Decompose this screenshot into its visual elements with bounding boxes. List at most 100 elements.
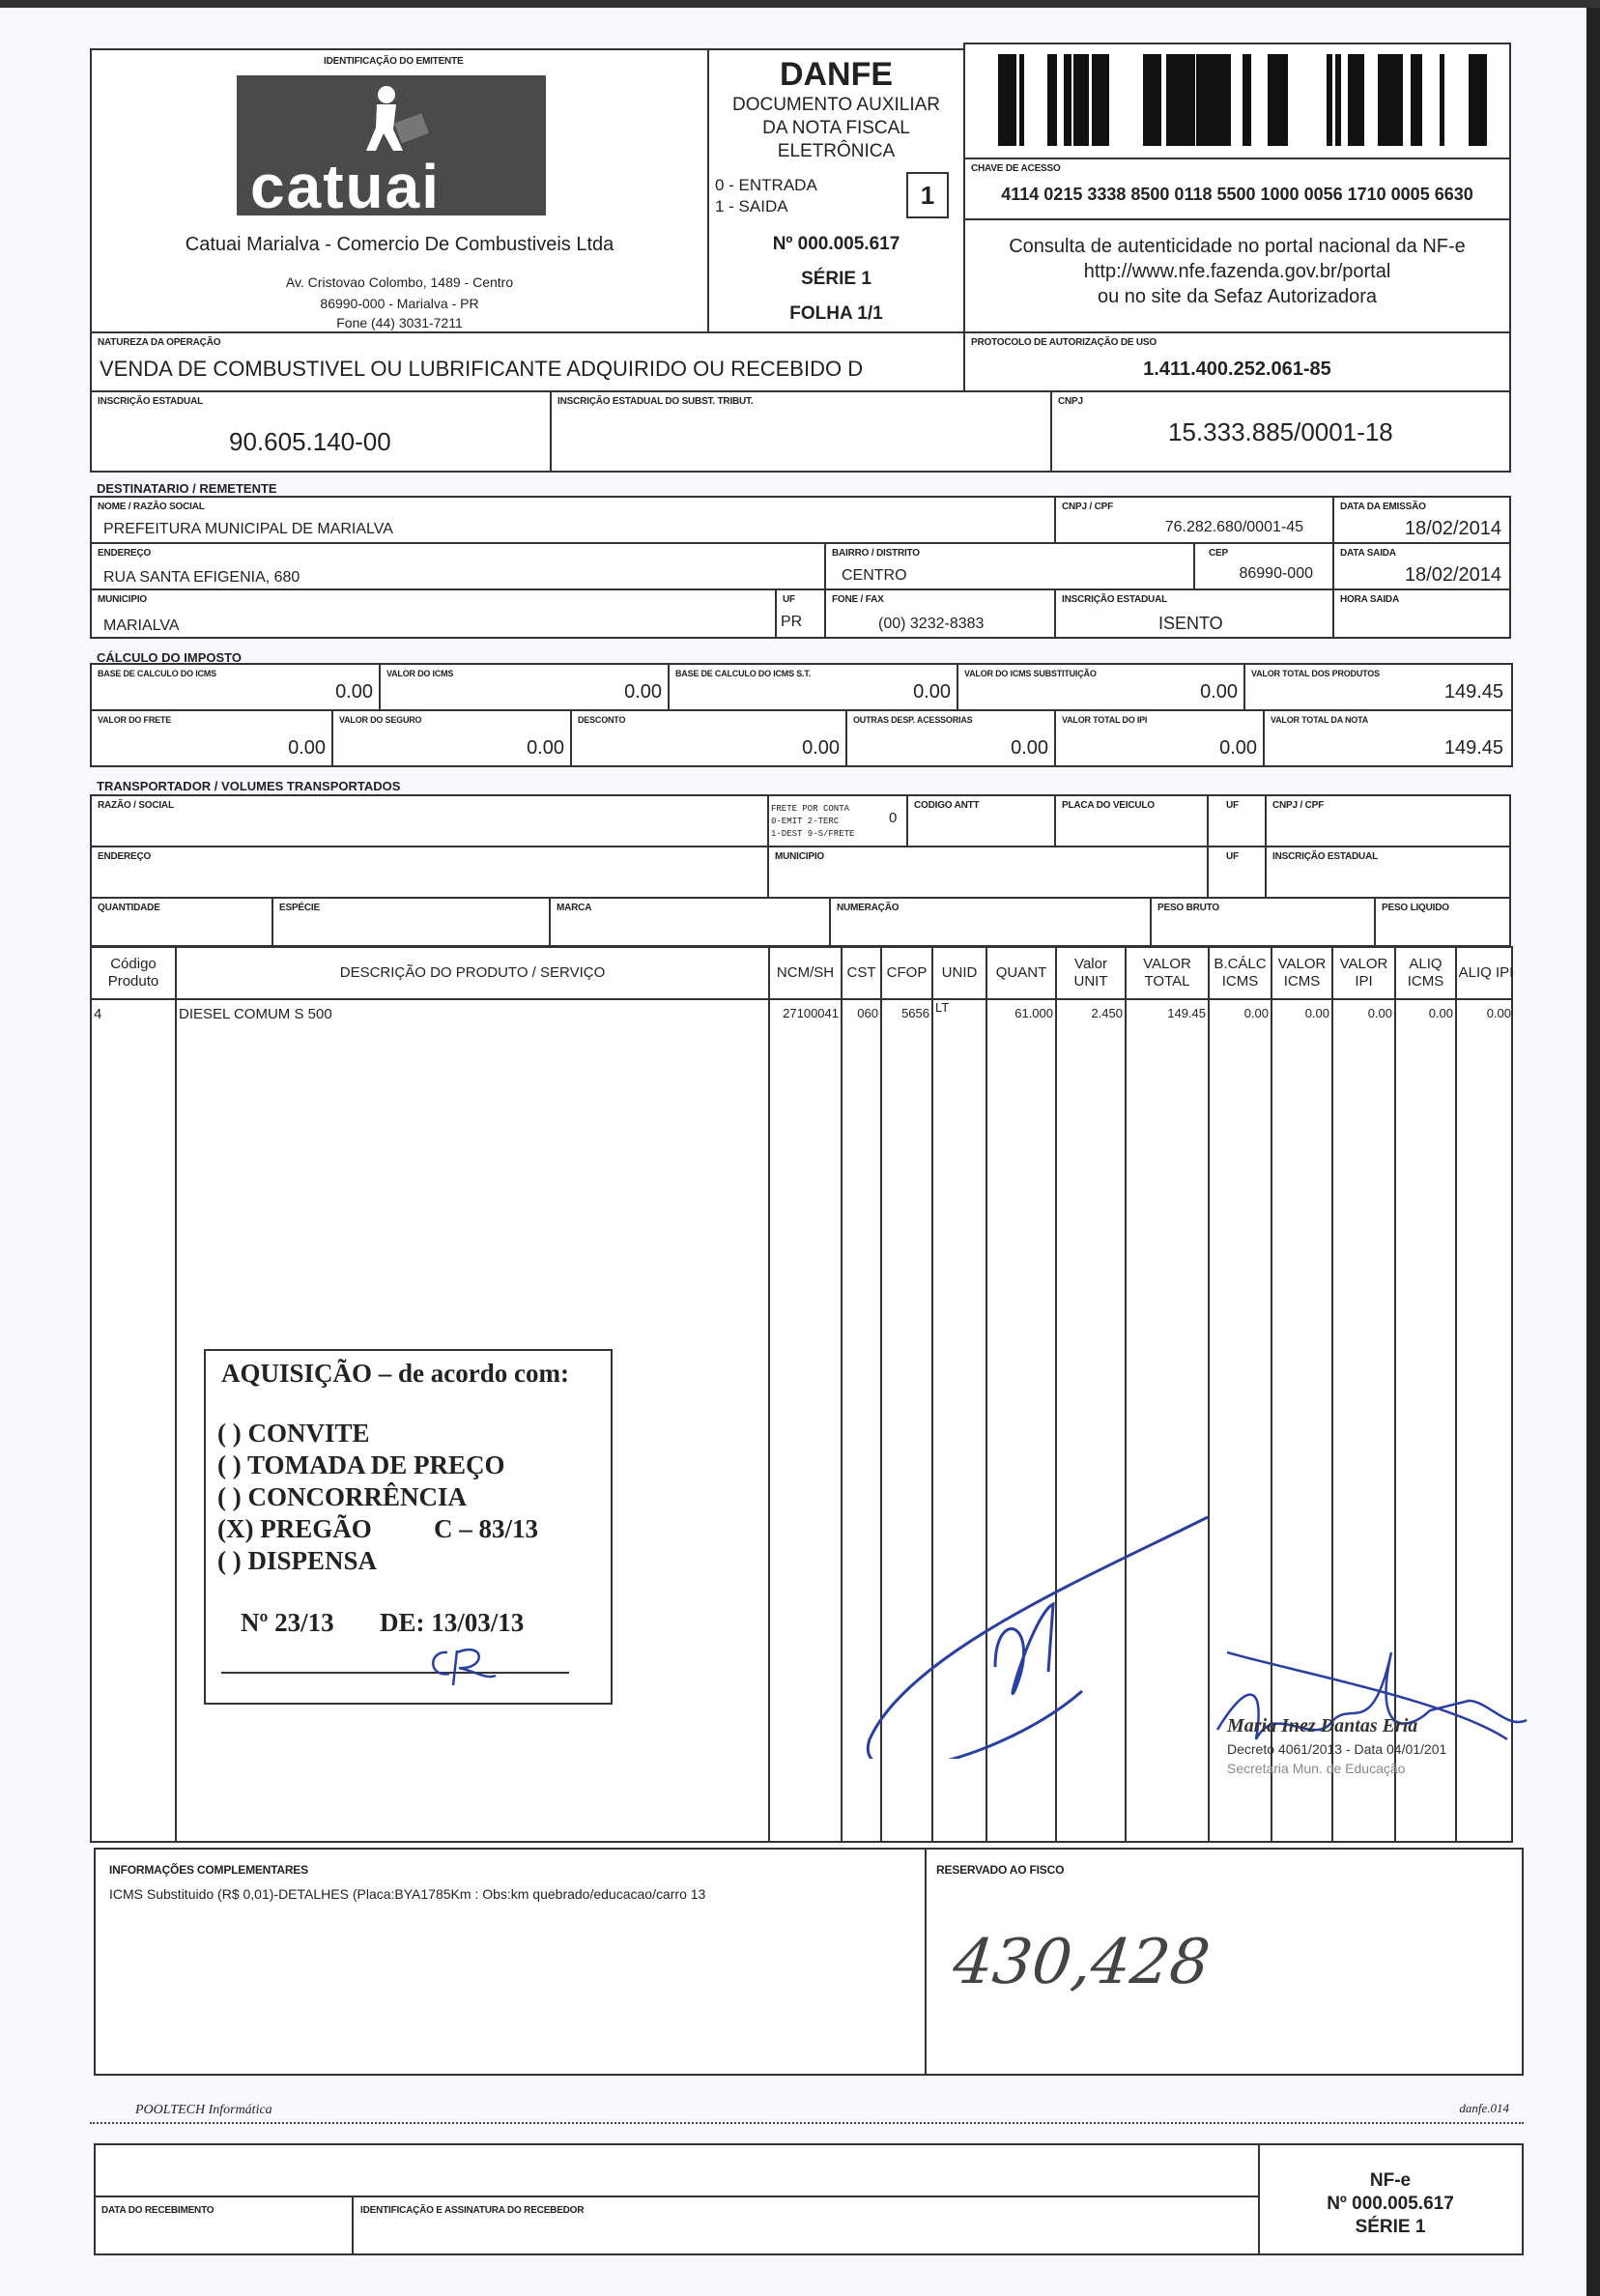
barcode-bar xyxy=(1149,54,1153,146)
barcode-bar xyxy=(1064,54,1068,146)
barcode-bar xyxy=(1085,54,1088,146)
imposto-value: 0.00 xyxy=(1011,737,1048,759)
imposto-value: 149.45 xyxy=(1443,737,1503,759)
barcode-bar xyxy=(1245,54,1249,146)
imposto-label: BASE DE CALCULO DO ICMS xyxy=(98,669,216,678)
barcode-bar xyxy=(1179,54,1182,146)
marca-box: MARCA xyxy=(549,897,831,947)
barcode-bar xyxy=(1003,54,1005,146)
uf-value: PR xyxy=(781,614,803,630)
saida-box: DATA SAIDA 18/02/2014 xyxy=(1332,542,1511,590)
column-divider xyxy=(1125,1000,1127,1843)
barcode-bar xyxy=(1185,54,1188,146)
acquisition-stamp: AQUISIÇÃO – de acordo com: ( ) CONVITE (… xyxy=(204,1349,613,1705)
table-cell: 0.00 xyxy=(1428,1006,1453,1020)
barcode xyxy=(998,54,1487,146)
table-cell: 27100041 xyxy=(783,1006,839,1020)
column-divider xyxy=(1331,1000,1333,1843)
frete-label: FRETE POR CONTA xyxy=(771,804,850,814)
barcode-bar xyxy=(1092,54,1093,146)
imposto-value: 0.00 xyxy=(802,737,840,759)
logo-text: catuai xyxy=(250,152,441,221)
danfe-title: DANFE xyxy=(779,56,894,93)
barcode-bar xyxy=(1360,54,1364,146)
column-header: ALIQ ICMS xyxy=(1396,948,1457,998)
bairro-label: BAIRRO / DISTRITO xyxy=(832,548,920,559)
barcode-bar xyxy=(1153,54,1156,146)
natureza-label: NATUREZA DA OPERAÇÃO xyxy=(98,337,221,348)
transp-mun-label: MUNICIPIO xyxy=(775,851,824,862)
portal-link[interactable]: http://www.nfe.fazenda.gov.br/portal xyxy=(1083,261,1391,282)
column-header: DESCRIÇÃO DO PRODUTO / SERVIÇO xyxy=(177,948,770,998)
column-header: ALIQ IPI xyxy=(1458,964,1514,981)
end-value: RUA SANTA EFIGENIA, 680 xyxy=(103,569,300,586)
imposto-cell: OUTRAS DESP. ACESSORIAS 0.00 xyxy=(845,709,1058,767)
tipo-box: 1 xyxy=(906,172,949,218)
form-code: danfe.014 xyxy=(1459,2101,1509,2115)
imposto-section: CÁLCULO DO IMPOSTO xyxy=(97,650,242,665)
table-cell: 0.00 xyxy=(1367,1006,1392,1020)
danfe-subtitle: DOCUMENTO AUXILIAR xyxy=(731,95,941,115)
barcode-bar xyxy=(1414,54,1418,146)
canhoto-box: DATA DO RECEBIMENTO IDENTIFICAÇÃO E ASSI… xyxy=(94,2143,1524,2255)
barcode-bar xyxy=(1396,54,1400,146)
info-text: ICMS Substituido (R$ 0,01)-DETALHES (Pla… xyxy=(109,1886,706,1902)
mun-value: MARIALVA xyxy=(103,617,180,634)
software-credit: POOLTECH Informática xyxy=(135,2103,272,2117)
transp-end-label: ENDEREÇO xyxy=(98,851,152,862)
barcode-bar xyxy=(1157,54,1158,146)
barcode-bar xyxy=(1335,54,1336,146)
barcode-bar xyxy=(1387,54,1389,146)
fisco-box: RESERVADO AO FISCO 430,428 xyxy=(925,1848,1524,2076)
stamp-option: ( ) CONCORRÊNCIA xyxy=(217,1482,467,1511)
entrada-label: 0 - ENTRADA xyxy=(715,176,817,194)
natureza-value: VENDA DE COMBUSTIVEL OU LUBRIFICANTE ADQ… xyxy=(100,357,864,381)
imposto-cell: BASE DE CALCULO DO ICMS S.T. 0.00 xyxy=(668,663,960,711)
barcode-bar xyxy=(1068,54,1071,146)
imposto-label: VALOR DO ICMS SUBSTITUIÇÃO xyxy=(964,669,1097,678)
column-header: Código Produto xyxy=(92,948,177,998)
imposto-label: VALOR TOTAL DA NOTA xyxy=(1271,715,1369,725)
danfe-subtitle: ELETRÔNICA xyxy=(777,141,896,161)
transp-ie-box: INSCRIÇÃO ESTADUAL xyxy=(1265,846,1511,899)
imposto-label: VALOR DO FRETE xyxy=(98,715,172,725)
cep-value: 86990-000 xyxy=(1239,565,1313,582)
barcode-bar xyxy=(1093,54,1097,146)
transp-razao-box: RAZÃO / SOCIAL xyxy=(90,794,769,847)
barcode-bar xyxy=(1229,54,1231,146)
transp-cnpj-box: CNPJ / CPF xyxy=(1265,794,1511,847)
quantidade-box: QUANTIDADE xyxy=(90,897,273,947)
stamp-title: AQUISIÇÃO – de acordo com: xyxy=(221,1359,569,1388)
transp-cnpj-label: CNPJ / CPF xyxy=(1272,800,1325,811)
imposto-value: 0.00 xyxy=(1219,737,1257,759)
consulta-line: Consulta de autenticidade no portal naci… xyxy=(1009,236,1466,257)
barcode-bar xyxy=(1394,54,1396,146)
barcode-bar xyxy=(1105,54,1109,146)
barcode-bar xyxy=(1166,54,1169,146)
barcode-bar xyxy=(1386,54,1387,146)
imposto-cell: BASE DE CALCULO DO ICMS 0.00 xyxy=(90,663,383,711)
cnpj-value: 15.333.885/0001-18 xyxy=(1168,417,1393,446)
barcode-bar xyxy=(1483,54,1487,146)
imposto-value: 0.00 xyxy=(624,681,662,703)
barcode-bar xyxy=(1378,54,1381,146)
chave-value: 4114 0215 3338 8500 0118 5500 1000 0056 … xyxy=(1001,185,1473,204)
stamp-name: Maria Inez Dantas Eria xyxy=(1227,1715,1418,1736)
barcode-bar xyxy=(1338,54,1341,146)
column-divider xyxy=(1455,1000,1457,1843)
barcode-bar xyxy=(1440,54,1441,146)
peso-liquido-label: PESO LIQUIDO xyxy=(1382,903,1449,913)
table-cell: 149.45 xyxy=(1167,1006,1206,1020)
bairro-value: CENTRO xyxy=(842,567,907,584)
barcode-bar xyxy=(1047,54,1051,146)
bairro-box: BAIRRO / DISTRITO CENTRO xyxy=(824,542,1195,590)
uf-box: UF PR xyxy=(775,588,826,639)
ie-value: 90.605.140-00 xyxy=(229,427,391,456)
stamp-date: DE: 13/03/13 xyxy=(380,1608,525,1637)
barcode-bar xyxy=(1383,54,1386,146)
barcode-bar xyxy=(1418,54,1421,146)
initials-signature xyxy=(432,1648,497,1686)
ie-st-label: INSCRIÇÃO ESTADUAL DO SUBST. TRIBUT. xyxy=(557,396,754,407)
barcode-bar xyxy=(1213,54,1216,146)
imposto-cell: VALOR DO SEGURO 0.00 xyxy=(331,709,574,767)
